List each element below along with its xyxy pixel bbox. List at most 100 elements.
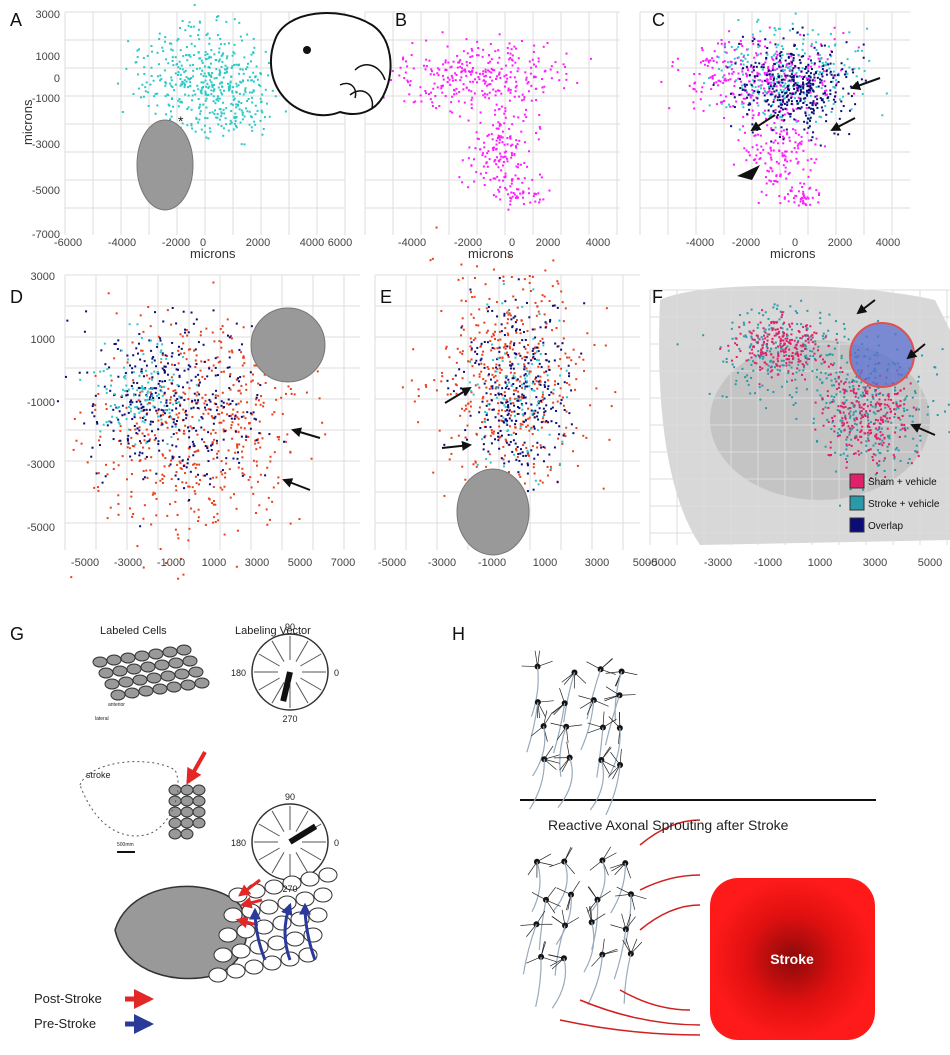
cell-point [93, 415, 95, 417]
cell-point [164, 370, 166, 372]
cell-point [192, 64, 194, 66]
cell-point [243, 56, 245, 58]
cell-point [99, 430, 101, 432]
cell-point [802, 43, 804, 45]
cell-point [468, 89, 470, 91]
cell-point [809, 350, 811, 352]
cell-point [96, 472, 98, 474]
cell-point [814, 143, 816, 145]
cell-point [155, 392, 157, 394]
cell-point [466, 61, 468, 63]
cell-point [472, 81, 474, 83]
cell-point [205, 51, 207, 53]
cell-point [814, 343, 816, 345]
cell-point [254, 76, 256, 78]
cell-point [746, 113, 748, 115]
cell-point [778, 66, 780, 68]
cell-point [137, 73, 139, 75]
cell-point [506, 81, 508, 83]
cell-point [856, 400, 858, 402]
cell-point [768, 88, 770, 90]
cell-point [736, 356, 738, 358]
cell-point [160, 358, 162, 360]
cell-point [159, 480, 161, 482]
cell-point [796, 323, 798, 325]
cell-point [445, 95, 447, 97]
cell-point [482, 73, 484, 75]
cell-point [483, 363, 485, 365]
cell-point [717, 42, 719, 44]
cell-point [227, 335, 229, 337]
cell-point [205, 445, 207, 447]
cell-point [523, 203, 525, 205]
cell-point [79, 412, 81, 414]
cell-point [113, 462, 115, 464]
cell-point [837, 409, 839, 411]
cell-point [912, 397, 914, 399]
cell-point [839, 505, 841, 507]
cell-point [440, 380, 442, 382]
cell-point [116, 407, 118, 409]
cell-point [134, 443, 136, 445]
cell-point [493, 348, 495, 350]
cell-point [777, 96, 779, 98]
cell-point [845, 448, 847, 450]
cell-point [517, 178, 519, 180]
cell-point [545, 321, 547, 323]
cell-point [183, 311, 185, 313]
cell-point [136, 422, 138, 424]
cell-point [894, 432, 896, 434]
cell-point [236, 566, 238, 568]
cell-point [207, 431, 209, 433]
cell-point [95, 395, 97, 397]
cell-point [774, 69, 776, 71]
cell-point [540, 381, 542, 383]
cell-point [223, 90, 225, 92]
cell-point [245, 91, 247, 93]
cell-point [543, 46, 545, 48]
cell-point [139, 525, 141, 527]
cell-point [428, 93, 430, 95]
cell-point [237, 424, 239, 426]
cell-point [773, 78, 775, 80]
cell-point [810, 85, 812, 87]
cell-point [839, 420, 841, 422]
cell-point [231, 90, 233, 92]
cell-point [536, 388, 538, 390]
cell-point [215, 59, 217, 61]
cell-point [186, 381, 188, 383]
cell-point [154, 434, 156, 436]
cell-point [810, 158, 812, 160]
cell-point [235, 106, 237, 108]
cell-point [204, 117, 206, 119]
cell-point [915, 392, 917, 394]
cell-point [868, 440, 870, 442]
cell-point [777, 44, 779, 46]
cell-point [802, 193, 804, 195]
cell-point [142, 518, 144, 520]
cell-point [151, 51, 153, 53]
cell-point [827, 330, 829, 332]
cell-point [780, 89, 782, 91]
cell-point [246, 66, 248, 68]
cell-point [265, 89, 267, 91]
cell-point [889, 408, 891, 410]
cell-point [257, 110, 259, 112]
cell-point [578, 356, 580, 358]
cell-point [224, 65, 226, 67]
cell-point [121, 395, 123, 397]
cell-point [209, 79, 211, 81]
cell-point [462, 317, 464, 319]
cell-point [234, 113, 236, 115]
cell-point [123, 367, 125, 369]
cell-point [583, 370, 585, 372]
cell-point [532, 348, 534, 350]
cell-point [523, 162, 525, 164]
cell-point [559, 358, 561, 360]
cell-point [235, 83, 237, 85]
cell-point [229, 356, 231, 358]
cell-point [547, 421, 549, 423]
cell-point [536, 315, 538, 317]
cell-point [800, 201, 802, 203]
cell-point [539, 480, 541, 482]
